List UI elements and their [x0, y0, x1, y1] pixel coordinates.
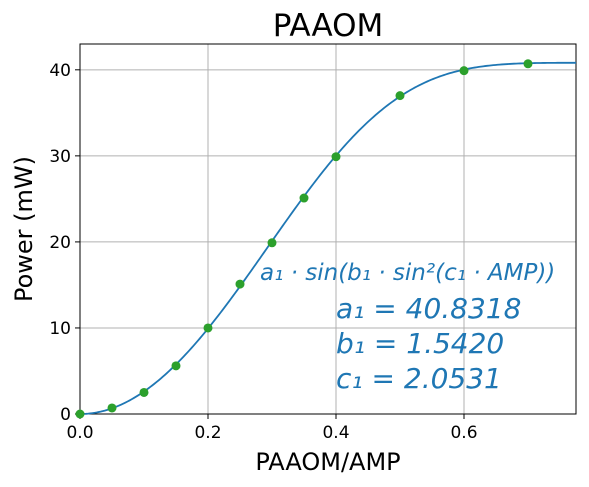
- data-point: [459, 66, 469, 76]
- y-tick-label: 10: [49, 319, 71, 339]
- fit-param-a1: a₁ = 40.8318: [336, 292, 521, 325]
- data-point: [331, 152, 341, 162]
- data-point: [203, 323, 213, 333]
- x-tick-label: 0.6: [450, 423, 477, 443]
- data-point: [171, 361, 181, 371]
- data-point: [267, 238, 277, 248]
- y-axis-label: Power (mW): [10, 156, 38, 302]
- fit-param-b1: b₁ = 1.5420: [336, 327, 504, 360]
- data-marks: [75, 59, 576, 419]
- fit-curve: [79, 61, 576, 415]
- y-tick-label: 0: [60, 405, 71, 425]
- fit-param-c1: c₁ = 2.0531: [336, 362, 502, 395]
- data-point: [395, 91, 405, 101]
- data-point: [299, 193, 309, 203]
- x-tick-label: 0.0: [66, 423, 93, 443]
- x-tick-label: 0.2: [194, 423, 221, 443]
- grid: [79, 44, 576, 415]
- data-point: [107, 403, 117, 413]
- data-point: [75, 409, 85, 419]
- fit-annotation: a₁ · sin(b₁ · sin²(c₁ · AMP)) a₁ = 40.83…: [260, 260, 555, 395]
- y-tick-label: 30: [49, 147, 71, 167]
- x-axis-label: PAAOM/AMP: [255, 448, 400, 476]
- data-point: [139, 387, 149, 397]
- y-tick-label: 40: [49, 61, 71, 81]
- data-point: [523, 59, 533, 69]
- axis-ticks: 0.0 0.2 0.4 0.6 0 10 20 30 40: [49, 61, 477, 443]
- chart-title: PAAOM: [273, 8, 384, 44]
- data-point: [235, 279, 245, 289]
- plot-frame: [79, 43, 577, 415]
- x-tick-label: 0.4: [322, 423, 349, 443]
- y-tick-label: 20: [49, 233, 71, 253]
- fit-formula: a₁ · sin(b₁ · sin²(c₁ · AMP)): [260, 260, 555, 286]
